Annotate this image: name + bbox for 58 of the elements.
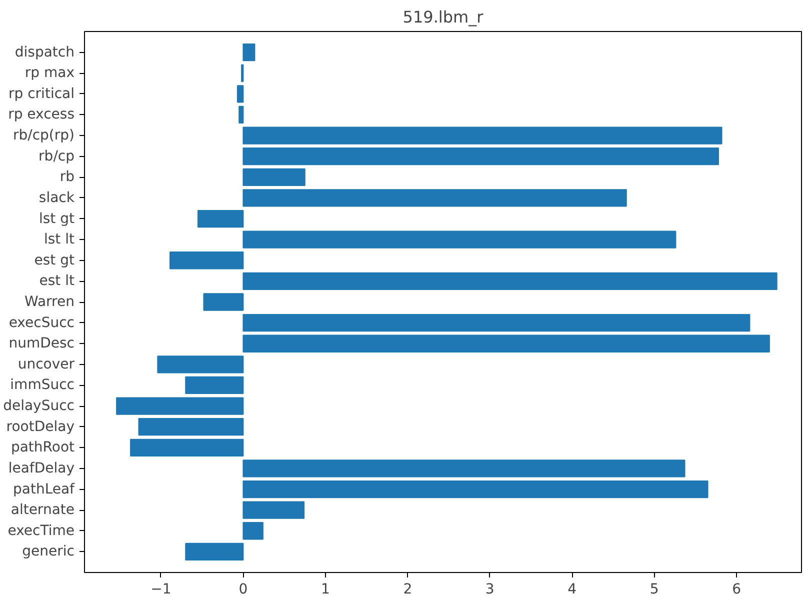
y-tick-label: rootDelay (6, 418, 75, 435)
y-tick-label: delaySucc (3, 398, 75, 414)
bar (185, 376, 244, 394)
bar (242, 230, 676, 248)
bar (130, 438, 244, 456)
x-tick-label: 1 (320, 582, 330, 596)
y-tick-label: est lt (39, 273, 76, 290)
bar (236, 85, 244, 103)
bar (242, 189, 627, 207)
x-tick-label: 0 (238, 582, 248, 596)
bar (242, 148, 719, 166)
bar (197, 210, 244, 228)
bar (170, 252, 244, 270)
y-tick-label: dispatch (14, 44, 75, 60)
y-tick-label: rp critical (8, 86, 75, 102)
y-tick-label: rp max (24, 65, 75, 82)
chart-title: 519.lbm_r (402, 8, 484, 26)
bar (138, 418, 244, 436)
bar (242, 43, 256, 62)
y-tick-label: execSucc (8, 314, 74, 331)
y-tick-label: execTime (8, 522, 75, 539)
y-tick-label: slack (38, 190, 76, 206)
x-tick-label: 3 (485, 582, 494, 596)
bar (242, 168, 306, 186)
y-tick-label: pathLeaf (12, 481, 76, 498)
bar (238, 106, 244, 124)
y-tick-label: rp excess (8, 106, 75, 123)
y-tick-label: rb (60, 169, 75, 186)
y-tick-label: uncover (18, 356, 75, 372)
bar (242, 314, 750, 332)
x-tick-label: 5 (650, 582, 659, 596)
y-tick-label: est gt (34, 252, 76, 268)
y-tick-label: immSucc (10, 377, 75, 394)
bar (242, 126, 722, 144)
y-tick-label: rb/cp (38, 148, 75, 164)
y-tick-label: Warren (24, 294, 75, 310)
bar (185, 542, 244, 561)
y-tick-label: numDesc (8, 336, 75, 352)
y-tick-label: alternate (10, 502, 75, 518)
y-tick-label: lst lt (44, 232, 76, 248)
bar (242, 272, 778, 290)
y-tick-label: generic (22, 544, 75, 560)
bar (242, 522, 264, 540)
bar (242, 480, 708, 498)
y-tick-label: pathRoot (10, 440, 76, 456)
y-tick-label: leafDelay (8, 460, 75, 476)
bar (157, 356, 244, 374)
bar (116, 397, 244, 415)
x-tick-label: −1 (150, 582, 172, 596)
bar (242, 460, 686, 478)
x-tick-label: 4 (568, 582, 577, 596)
y-tick-label: rb/cp(rp) (12, 128, 75, 144)
bar (242, 334, 770, 352)
x-tick-label: 2 (403, 582, 412, 596)
bar (203, 293, 244, 311)
y-tick-label: lst gt (39, 210, 76, 227)
x-tick-label: 6 (732, 582, 742, 596)
bar (242, 501, 305, 519)
